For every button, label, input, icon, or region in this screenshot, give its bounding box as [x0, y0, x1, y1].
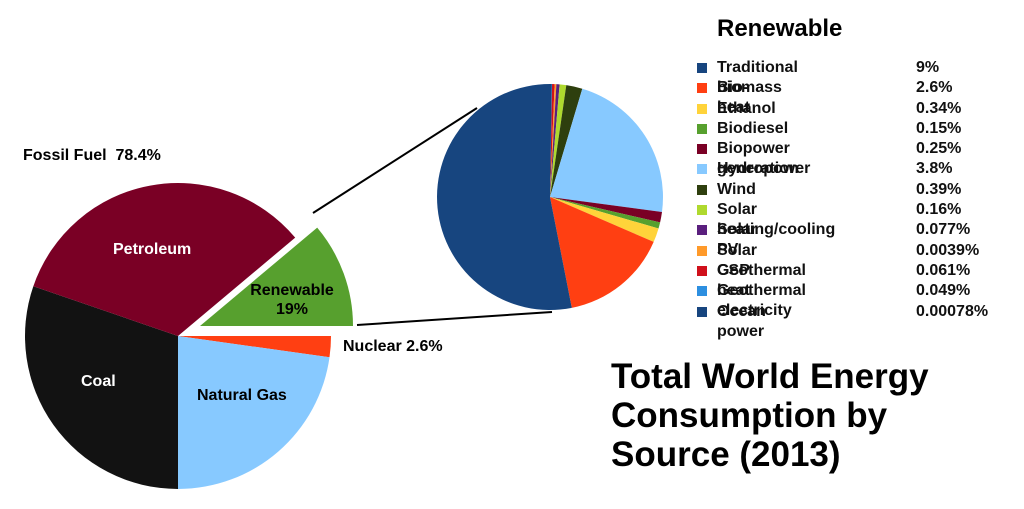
legend-item-value: 0.25% — [916, 140, 962, 158]
slice-traditional-biomass — [437, 84, 572, 310]
slice-ethanol — [550, 197, 659, 242]
slice-geothermal-heat — [550, 84, 555, 197]
legend-swatch — [697, 225, 707, 236]
legend-item-name: Biodiesel — [717, 119, 789, 137]
legend-item-name: Geothermal heat — [717, 261, 806, 299]
legend-swatch — [697, 63, 707, 73]
legend-item-name: Solar CSP — [717, 241, 758, 279]
slice-solar-pv — [550, 84, 560, 197]
legend-title: Renewable — [717, 15, 843, 42]
slice-petroleum — [33, 183, 296, 336]
chart-title-line-1: Total World Energy — [611, 357, 929, 396]
natural-gas-label: Natural Gas — [197, 387, 287, 404]
legend-item-value: 0.061% — [916, 261, 971, 279]
legend-item-value: 0.0039% — [916, 241, 980, 259]
renewable-name: Renewable — [250, 282, 334, 299]
legend-swatch — [697, 144, 707, 155]
legend-item-value: 3.8% — [916, 160, 953, 178]
legend-item-value: 0.15% — [916, 119, 962, 137]
renewable-detail-pie — [437, 84, 663, 310]
slice-solar-csp — [550, 84, 557, 197]
legend-swatch — [697, 286, 707, 297]
slice-natural-gas — [178, 336, 330, 489]
connector-lines — [312, 107, 553, 326]
legend-item-name: Solar heating/cooling — [717, 201, 836, 239]
legend-item-name: Ocean power — [717, 302, 766, 340]
coal-label: Coal — [81, 373, 116, 390]
petroleum-label: Petroleum — [113, 241, 192, 258]
slice-coal — [25, 286, 178, 489]
legend-item-value: 0.39% — [916, 180, 962, 198]
legend-swatch — [697, 103, 707, 114]
legend-swatch — [697, 306, 707, 317]
renewable-label: Renewable 19% — [246, 281, 338, 319]
chart-title: Total World Energy Consumption by Source… — [611, 357, 929, 474]
legend-item-value: 0.34% — [916, 99, 962, 117]
renewable-pct: 19% — [275, 301, 309, 318]
legend-item-name: Bio-heat — [717, 79, 750, 117]
legend-item-name: Solar PV — [717, 221, 758, 259]
legend-item-name: Ethanol — [717, 99, 776, 117]
slice-hydropower — [550, 88, 663, 213]
chart-title-line-2: Consumption by — [611, 396, 888, 435]
legend-item-value: 0.049% — [916, 282, 971, 300]
legend-swatch — [697, 265, 707, 276]
legend-swatch — [697, 184, 707, 195]
slice-solar-heating-cooling — [550, 84, 567, 197]
legend-swatch — [697, 245, 707, 256]
legend-swatch — [697, 123, 707, 134]
slice-wind — [550, 85, 583, 197]
slice-biodiesel — [550, 197, 661, 229]
slice-nuclear — [178, 336, 331, 358]
legend-item-value: 0.16% — [916, 201, 962, 219]
legend-item-name: Geothermal electricity — [717, 282, 806, 320]
nuclear-label: Nuclear 2.6% — [343, 338, 443, 355]
slice-ocean-power — [550, 84, 552, 197]
legend-item-name: Traditional biomass — [717, 59, 798, 96]
legend-swatch — [697, 164, 707, 175]
legend-item-name: Wind — [717, 180, 756, 198]
slice-renewable — [200, 227, 353, 326]
legend-swatch — [697, 205, 707, 216]
slice-biopower-generation — [550, 197, 662, 223]
legend-item-value: 0.00078% — [916, 302, 989, 320]
legend-swatch — [697, 83, 707, 94]
fossil-fuel-label: Fossil Fuel 78.4% — [23, 147, 161, 164]
legend-item-value: 0.077% — [916, 221, 971, 239]
legend-item-value: 9% — [916, 59, 940, 76]
main-pie — [25, 183, 353, 489]
slice-bio-heat — [550, 197, 654, 308]
legend-item-name: Biopower generation — [717, 140, 799, 178]
legend-item-name: Hydropower — [717, 160, 811, 178]
chart-title-line-3: Source (2013) — [611, 435, 841, 474]
legend-item-value: 2.6% — [916, 79, 953, 97]
